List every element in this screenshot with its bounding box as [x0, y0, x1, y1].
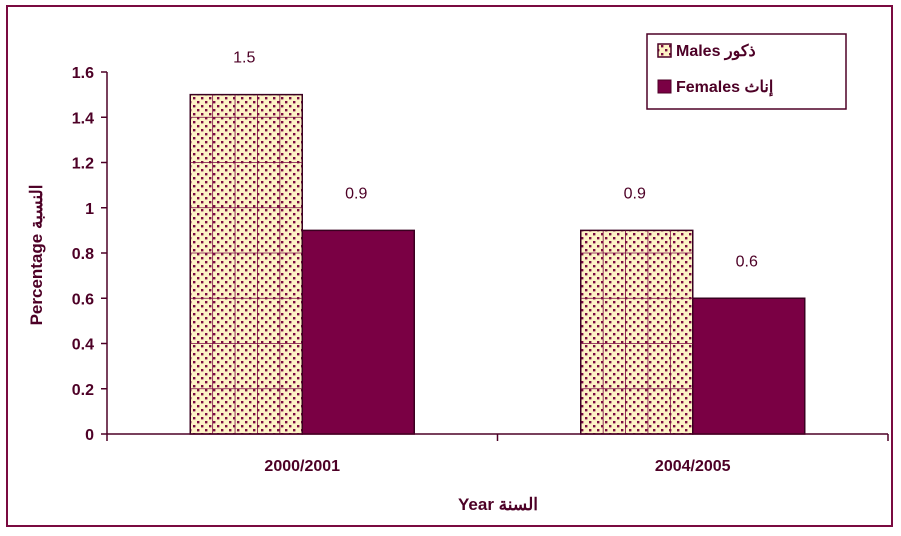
y-tick-label: 1.6: [72, 65, 94, 82]
labels-group: 1.5 0.9 2000/2001 0.9 0.6 2004/2005: [233, 50, 758, 475]
legend: Males ذكور Females إناث: [646, 33, 847, 110]
y-tick-label: 1.4: [72, 110, 94, 127]
y-tick-label: 0.4: [72, 337, 94, 354]
legend-swatch-females: [657, 79, 672, 94]
y-tick-label: 0.2: [72, 382, 94, 399]
data-label: 0.9: [624, 185, 646, 202]
bar-males-1: [580, 229, 694, 435]
y-axis-title: Percentage النسبة: [27, 185, 46, 326]
y-tick-label: 0.6: [72, 291, 94, 308]
x-axis-title: Year السنة: [458, 495, 538, 514]
x-tick-label: 2004/2005: [655, 458, 731, 475]
bar-internal-gridlines: [190, 94, 693, 434]
bar-females-0: [301, 229, 415, 435]
bar-females-1: [692, 297, 806, 435]
legend-box: [646, 33, 847, 110]
legend-label-females: Females إناث: [676, 79, 773, 96]
bars-group: [189, 93, 806, 435]
legend-swatch-males: [657, 43, 672, 58]
y-tick-label: 0: [85, 427, 94, 444]
legend-label-males: Males ذكور: [676, 43, 756, 61]
y-ticks-group: 0 0.2 0.4 0.6 0.8 1 1.2 1.4 1.6: [72, 65, 889, 444]
data-label: 0.6: [736, 253, 758, 270]
y-tick-label: 1: [85, 201, 94, 218]
y-tick-label: 1.2: [72, 156, 94, 173]
data-label: 1.5: [233, 50, 255, 67]
y-tick-label: 0.8: [72, 246, 94, 263]
x-tick-label: 2000/2001: [264, 458, 340, 475]
bar-males-0: [189, 93, 303, 435]
data-label: 0.9: [345, 185, 367, 202]
